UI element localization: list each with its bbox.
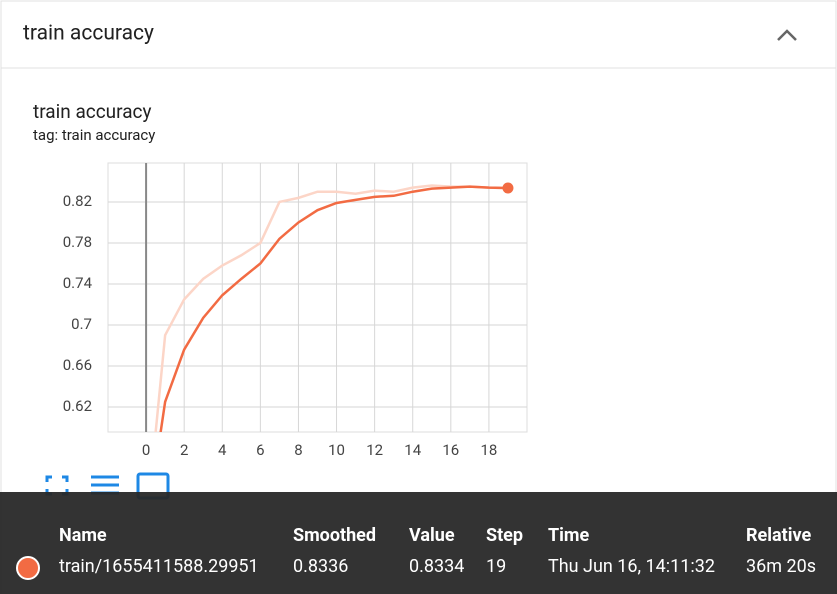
x-tick-label: 6	[256, 441, 264, 459]
y-tick-label: 0.78	[63, 233, 92, 251]
x-tick-label: 8	[294, 441, 302, 459]
tooltip-cell: train/1655411588.29951	[59, 556, 259, 577]
tooltip-cell: 0.8336	[293, 556, 349, 577]
y-tick-label: 0.62	[63, 397, 92, 415]
series-line	[154, 184, 508, 432]
y-tick-label: 0.66	[63, 356, 92, 374]
tooltip-header: Name	[59, 525, 107, 546]
x-tick-label: 4	[218, 441, 227, 459]
run-color	[16, 556, 40, 580]
chart-title: train accuracy	[33, 100, 151, 123]
x-tick-label: 12	[366, 441, 383, 459]
y-tick-label: 0.82	[63, 192, 92, 210]
tooltip-cell: 36m 20s	[746, 556, 817, 577]
fullscreen-button[interactable]	[45, 475, 69, 496]
tooltip-header: Smoothed	[293, 525, 377, 546]
plot-area	[107, 162, 528, 433]
tooltip: Name Smoothed Value Step Time Relative train/1…	[0, 492, 837, 594]
x-tick-label: 10	[328, 441, 345, 459]
tooltip-header: Value	[409, 525, 455, 546]
x-tick-label: 14	[404, 441, 421, 459]
tooltip-header: Time	[548, 525, 590, 546]
tooltip-cell: 0.8334	[409, 556, 465, 577]
y-tick-label: 0.74	[63, 274, 93, 292]
tooltip-header: Step	[486, 525, 524, 546]
hover-point	[502, 182, 514, 194]
x-tick-label: 18	[480, 441, 497, 459]
collapse-button[interactable]	[777, 29, 797, 41]
tooltip-cell: Thu Jun 16, 14:11:32	[548, 556, 715, 577]
x-tick-label: 2	[180, 441, 188, 459]
x-tick-label: 0	[142, 441, 150, 459]
card-title: train accuracy	[23, 22, 154, 46]
tooltip-cell: 19	[486, 556, 507, 577]
y-tick-label: 0.7	[71, 315, 92, 333]
x-tick-label: 16	[442, 441, 459, 459]
series-line	[159, 185, 508, 432]
tooltip-header: Relative	[746, 525, 812, 546]
chart-subtitle: tag: train accuracy	[33, 126, 155, 144]
